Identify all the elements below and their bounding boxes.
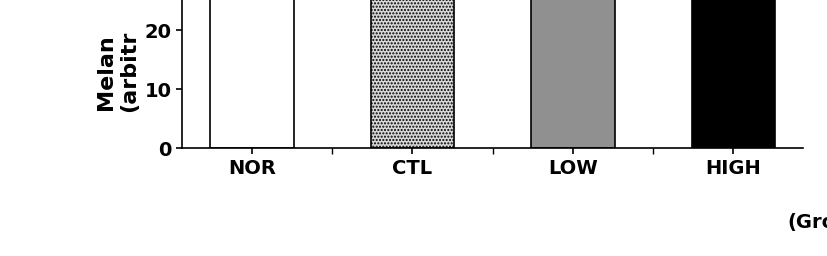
Bar bbox=[370, 0, 454, 148]
Bar bbox=[691, 0, 774, 148]
Text: (Group): (Group) bbox=[786, 213, 827, 232]
Bar bbox=[530, 0, 614, 148]
Bar bbox=[210, 0, 294, 148]
Y-axis label: Melan
(arbitr: Melan (arbitr bbox=[96, 31, 139, 112]
